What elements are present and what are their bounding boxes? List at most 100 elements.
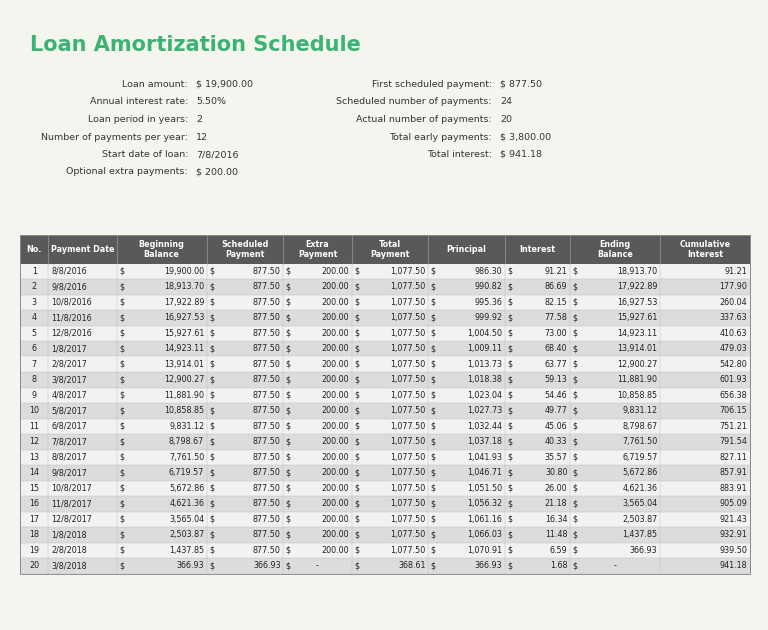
Text: Cumulative
Interest: Cumulative Interest	[680, 239, 730, 259]
Bar	[20, 449, 750, 465]
Text: 877.50: 877.50	[253, 437, 281, 446]
Text: 1,437.85: 1,437.85	[622, 530, 657, 539]
Text: 9: 9	[31, 391, 37, 400]
Text: 200.00: 200.00	[322, 344, 349, 353]
Text: 877.50: 877.50	[253, 421, 281, 431]
Text: 2/8/2017: 2/8/2017	[51, 360, 88, 369]
Text: $: $	[354, 421, 359, 431]
Text: $: $	[209, 484, 214, 493]
Text: $: $	[209, 375, 214, 384]
Bar	[20, 387, 750, 403]
Text: $: $	[286, 561, 291, 570]
Text: $: $	[431, 437, 435, 446]
Text: $: $	[119, 375, 124, 384]
Text: 6,719.57: 6,719.57	[622, 453, 657, 462]
Text: 24: 24	[500, 98, 512, 106]
Text: $: $	[431, 546, 435, 555]
Text: $: $	[431, 282, 435, 291]
Text: 7/8/2017: 7/8/2017	[51, 437, 88, 446]
Text: 5/8/2017: 5/8/2017	[51, 406, 88, 415]
Text: 877.50: 877.50	[253, 468, 281, 478]
Bar	[20, 403, 750, 418]
Text: $: $	[286, 391, 291, 400]
Text: $: $	[286, 329, 291, 338]
Text: $: $	[209, 329, 214, 338]
Text: $: $	[572, 391, 578, 400]
Text: 751.21: 751.21	[720, 421, 747, 431]
Text: $: $	[431, 360, 435, 369]
Text: 3/8/2017: 3/8/2017	[51, 375, 87, 384]
Text: 59.13: 59.13	[545, 375, 568, 384]
Text: Scheduled
Payment: Scheduled Payment	[221, 239, 269, 259]
Bar	[20, 235, 750, 263]
Text: 1,009.11: 1,009.11	[468, 344, 502, 353]
Text: $: $	[508, 468, 512, 478]
Text: $: $	[119, 561, 124, 570]
Text: 1,037.18: 1,037.18	[468, 437, 502, 446]
Text: 877.50: 877.50	[253, 406, 281, 415]
Text: 9/8/2016: 9/8/2016	[51, 282, 87, 291]
Text: 6/8/2017: 6/8/2017	[51, 421, 87, 431]
Text: $: $	[354, 406, 359, 415]
Text: $: $	[119, 406, 124, 415]
Text: 12,900.27: 12,900.27	[617, 360, 657, 369]
Text: $: $	[354, 468, 359, 478]
Text: 791.54: 791.54	[720, 437, 747, 446]
Text: $: $	[431, 561, 435, 570]
Text: -: -	[614, 561, 617, 570]
Text: $: $	[209, 360, 214, 369]
Text: Payment Date: Payment Date	[51, 244, 114, 254]
Text: Loan period in years:: Loan period in years:	[88, 115, 188, 124]
Text: $: $	[354, 391, 359, 400]
Text: 986.30: 986.30	[475, 266, 502, 276]
Text: $: $	[508, 360, 512, 369]
Bar	[20, 558, 750, 573]
Text: 2/8/2018: 2/8/2018	[51, 546, 87, 555]
Text: 14: 14	[29, 468, 39, 478]
Text: 939.50: 939.50	[720, 546, 747, 555]
Text: $: $	[572, 453, 578, 462]
Text: 877.50: 877.50	[253, 484, 281, 493]
Text: $: $	[209, 313, 214, 323]
Text: 921.43: 921.43	[720, 515, 747, 524]
Text: $: $	[508, 406, 512, 415]
Text: $: $	[119, 344, 124, 353]
Text: $: $	[572, 282, 578, 291]
Bar	[20, 326, 750, 341]
Text: $: $	[508, 391, 512, 400]
Text: $: $	[508, 530, 512, 539]
Text: $ 200.00: $ 200.00	[196, 168, 238, 176]
Text: 12/8/2016: 12/8/2016	[51, 329, 92, 338]
Text: 68.40: 68.40	[545, 344, 568, 353]
Text: -: -	[316, 561, 319, 570]
Text: 1,077.50: 1,077.50	[391, 329, 425, 338]
Text: 200.00: 200.00	[322, 266, 349, 276]
Text: 877.50: 877.50	[253, 313, 281, 323]
Text: $: $	[572, 406, 578, 415]
Text: $: $	[286, 282, 291, 291]
Text: $: $	[431, 391, 435, 400]
Bar	[20, 434, 750, 449]
Text: 1,077.50: 1,077.50	[391, 266, 425, 276]
Text: 18: 18	[29, 530, 39, 539]
Text: $: $	[508, 421, 512, 431]
Text: 200.00: 200.00	[322, 298, 349, 307]
Text: 11/8/2017: 11/8/2017	[51, 499, 92, 508]
Text: $: $	[119, 313, 124, 323]
Text: $: $	[286, 375, 291, 384]
Text: 1,004.50: 1,004.50	[468, 329, 502, 338]
Text: 2,503.87: 2,503.87	[169, 530, 204, 539]
Text: 200.00: 200.00	[322, 530, 349, 539]
Text: $: $	[431, 484, 435, 493]
Text: 19,900.00: 19,900.00	[164, 266, 204, 276]
Text: $: $	[572, 546, 578, 555]
Text: $: $	[354, 561, 359, 570]
Text: $: $	[572, 360, 578, 369]
Text: 200.00: 200.00	[322, 329, 349, 338]
Text: $: $	[286, 437, 291, 446]
Text: $: $	[508, 437, 512, 446]
Text: Optional extra payments:: Optional extra payments:	[66, 168, 188, 176]
Bar	[20, 512, 750, 527]
Text: $: $	[354, 453, 359, 462]
Text: 200.00: 200.00	[322, 468, 349, 478]
